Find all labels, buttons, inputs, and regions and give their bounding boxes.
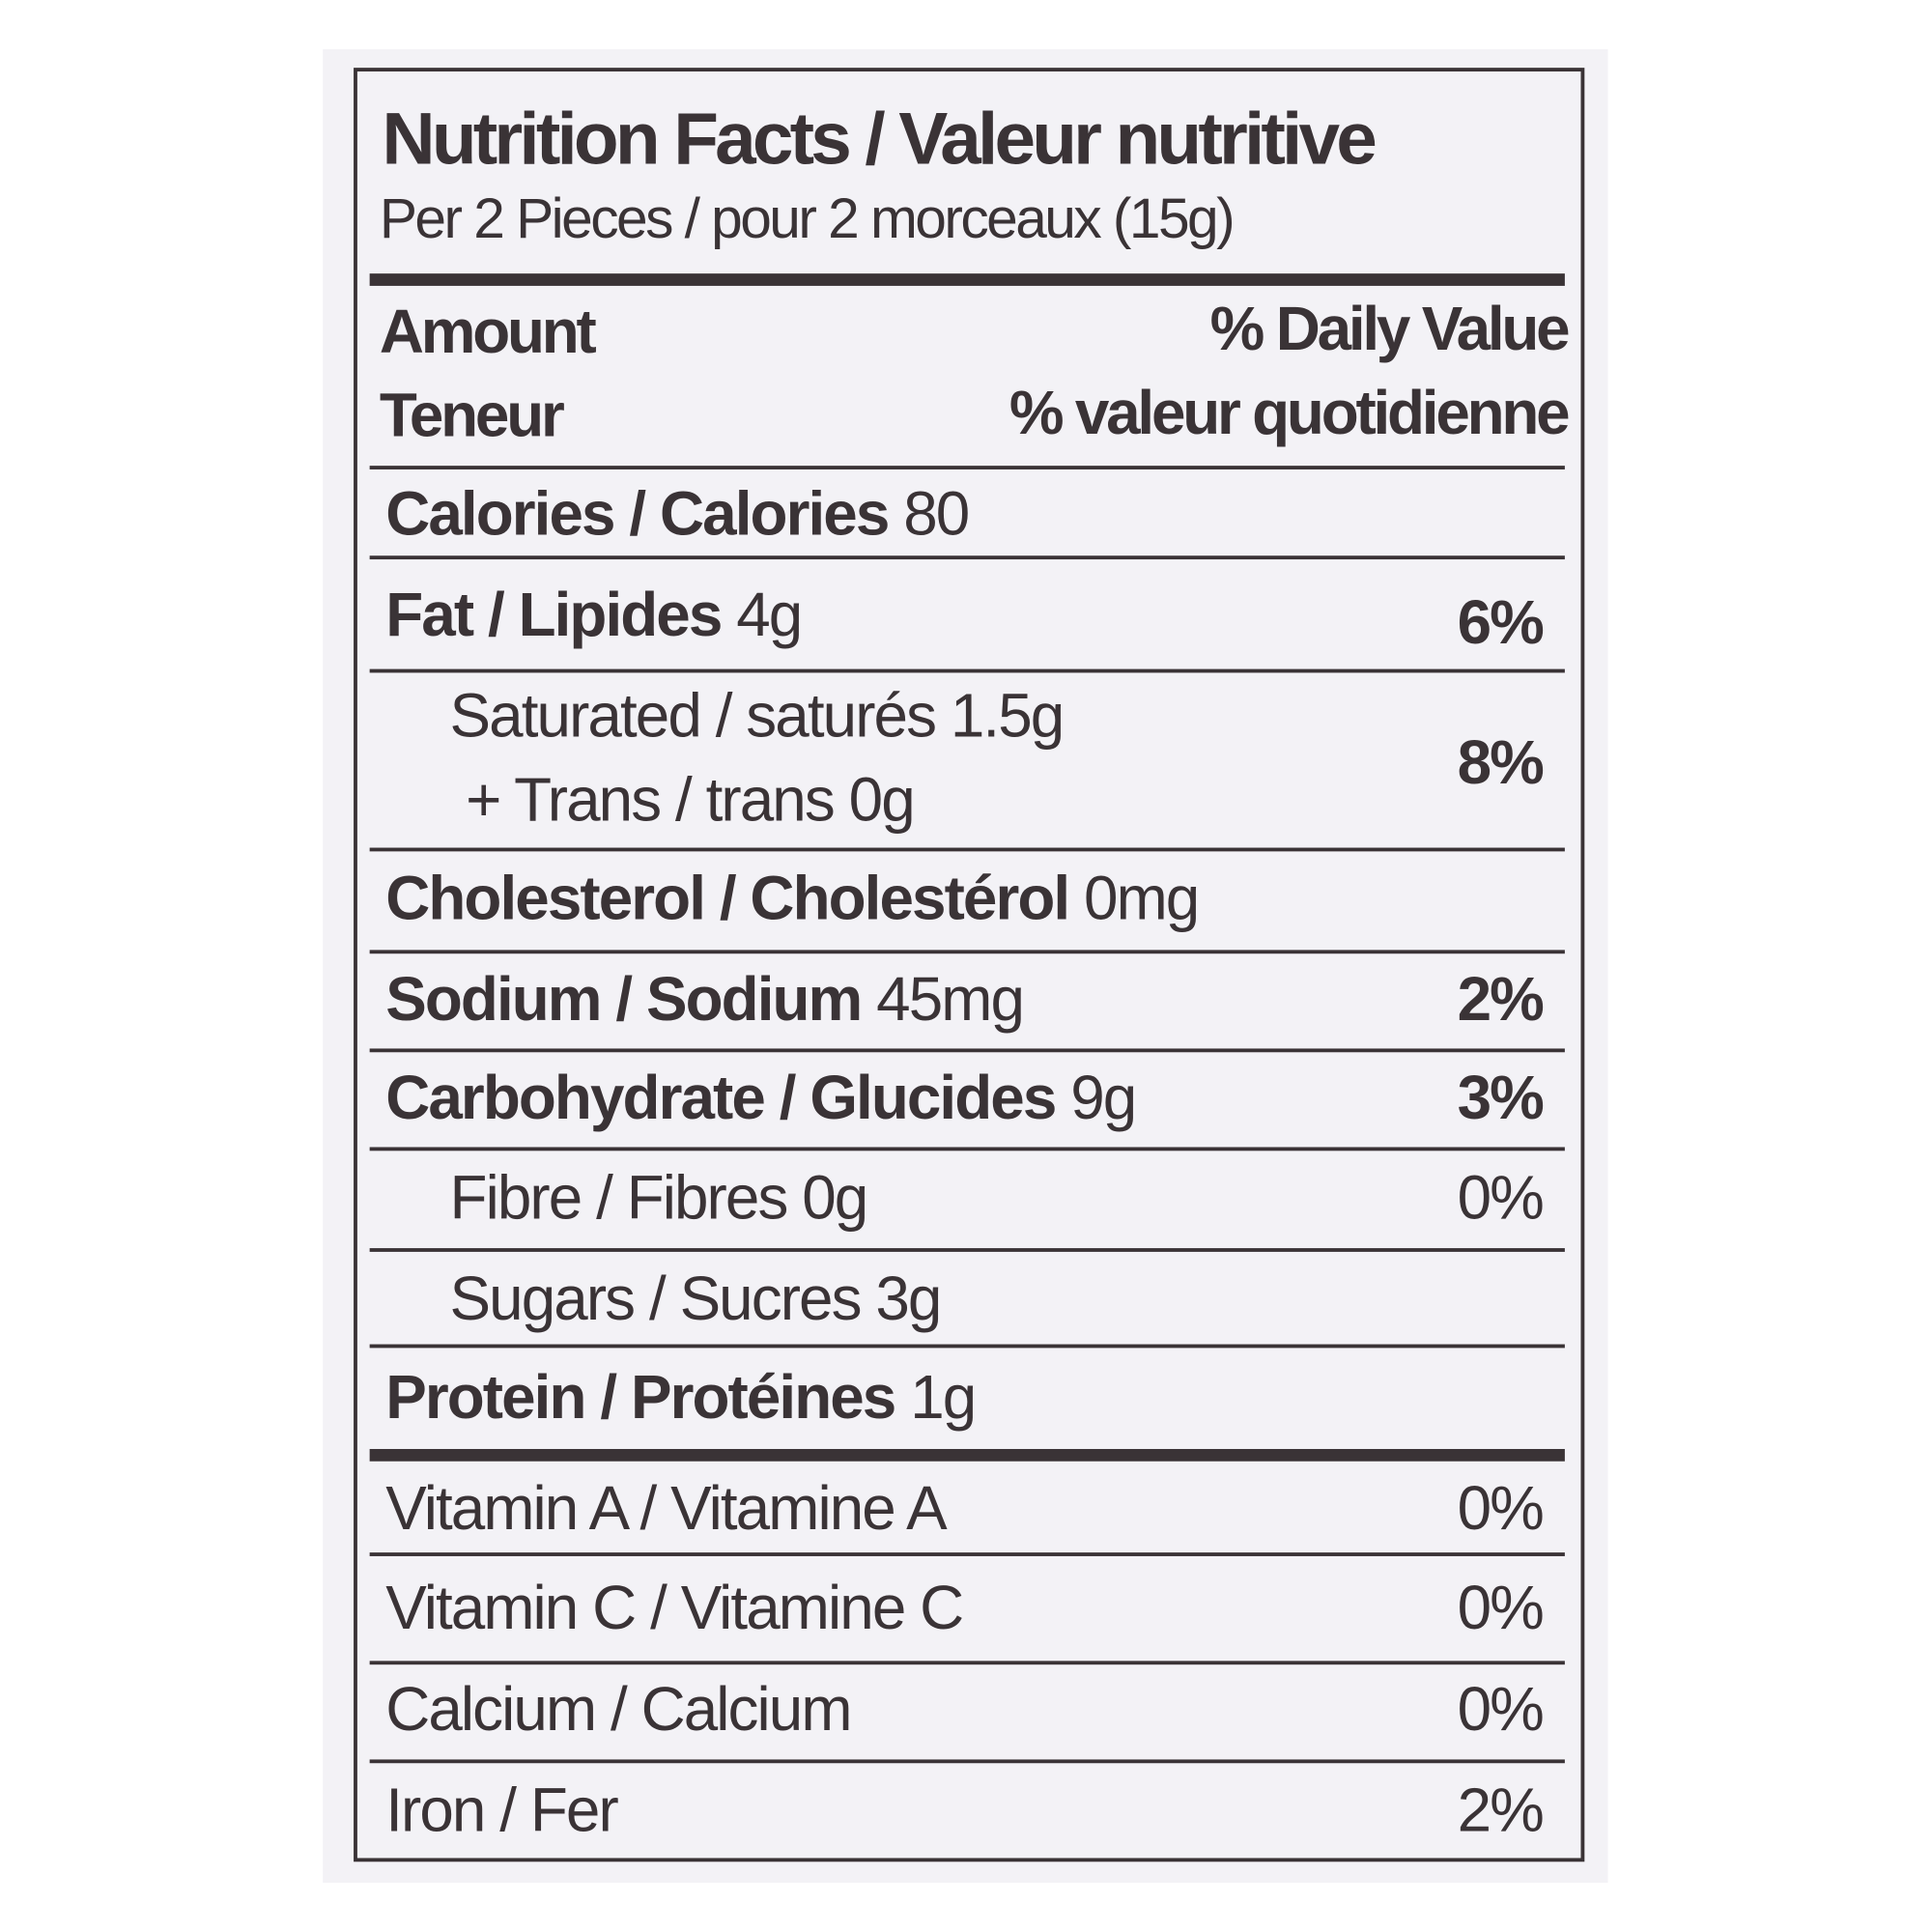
nutrient-name: Carbohydrate / Glucides (385, 1063, 1057, 1133)
fibre-dv: 0% (1457, 1163, 1545, 1233)
row-fat: Fat / Lipides 4g (385, 579, 803, 650)
divider (369, 847, 1565, 852)
nutrient-amount: 1g (910, 1362, 977, 1433)
row-sodium: Sodium / Sodium 45mg (385, 963, 1025, 1035)
saturated-fat: Saturated / saturés 1.5g (449, 681, 1065, 751)
nutrient-amount: 45mg (876, 964, 1025, 1035)
nutrient-name: Protein / Protéines (385, 1362, 896, 1433)
label-paper (323, 49, 1608, 1883)
nutrient-name: Calories / Calories (385, 479, 890, 549)
nutrient-name: Fat / Lipides (385, 580, 723, 650)
row-calories: Calories / Calories 80 (385, 478, 970, 550)
row-iron: Iron / Fer (385, 1775, 619, 1845)
daily-value-header: % Daily Value (1209, 294, 1571, 364)
valeur-quotidienne-header: % valeur quotidienne (1009, 378, 1571, 448)
divider (369, 555, 1565, 560)
trans-fat: + Trans / trans 0g (466, 765, 916, 835)
fat-dv: 6% (1457, 587, 1545, 657)
nutrient-name: Sodium / Sodium (385, 964, 863, 1035)
teneur-header: Teneur (379, 381, 565, 450)
divider-thick (369, 1448, 1565, 1462)
divider (369, 1759, 1565, 1764)
row-sugars: Sugars / Sucres 3g (449, 1264, 943, 1334)
row-carbohydrate: Carbohydrate / Glucides 9g (385, 1062, 1137, 1133)
saturated-dv: 8% (1457, 727, 1545, 798)
label-border (354, 68, 1585, 1862)
sodium-dv: 2% (1457, 964, 1545, 1035)
divider (369, 1048, 1565, 1053)
iron-dv: 2% (1457, 1775, 1545, 1845)
row-vitamin-c: Vitamin C / Vitamine C (385, 1573, 964, 1643)
amount-header: Amount (379, 297, 597, 366)
carbohydrate-dv: 3% (1457, 1063, 1545, 1133)
serving-size: Per 2 Pieces / pour 2 morceaux (15g) (379, 185, 1236, 250)
divider (369, 1344, 1565, 1349)
divider (369, 668, 1565, 673)
divider (369, 1661, 1565, 1665)
divider (369, 950, 1565, 954)
nutrient-amount: 0mg (1084, 864, 1200, 933)
divider (369, 1248, 1565, 1252)
row-protein: Protein / Protéines 1g (385, 1361, 977, 1433)
divider (369, 1147, 1565, 1151)
vitamin-c-dv: 0% (1457, 1573, 1545, 1643)
row-cholesterol: Cholesterol / Cholestérol 0mg (385, 863, 1200, 934)
divider-thick (369, 273, 1565, 286)
divider (369, 1552, 1565, 1556)
calcium-dv: 0% (1457, 1674, 1545, 1744)
nutrient-amount: 80 (903, 479, 970, 549)
label-title: Nutrition Facts / Valeur nutritive (382, 97, 1377, 181)
row-fibre: Fibre / Fibres 0g (449, 1163, 869, 1233)
nutrient-name: Cholesterol / Cholestérol (385, 864, 1070, 933)
nutrient-amount: 4g (736, 580, 803, 650)
divider (369, 466, 1565, 469)
nutrient-amount: 9g (1070, 1063, 1137, 1133)
vitamin-a-dv: 0% (1457, 1473, 1545, 1543)
row-vitamin-a: Vitamin A / Vitamine A (385, 1473, 947, 1543)
row-calcium: Calcium / Calcium (385, 1674, 852, 1744)
